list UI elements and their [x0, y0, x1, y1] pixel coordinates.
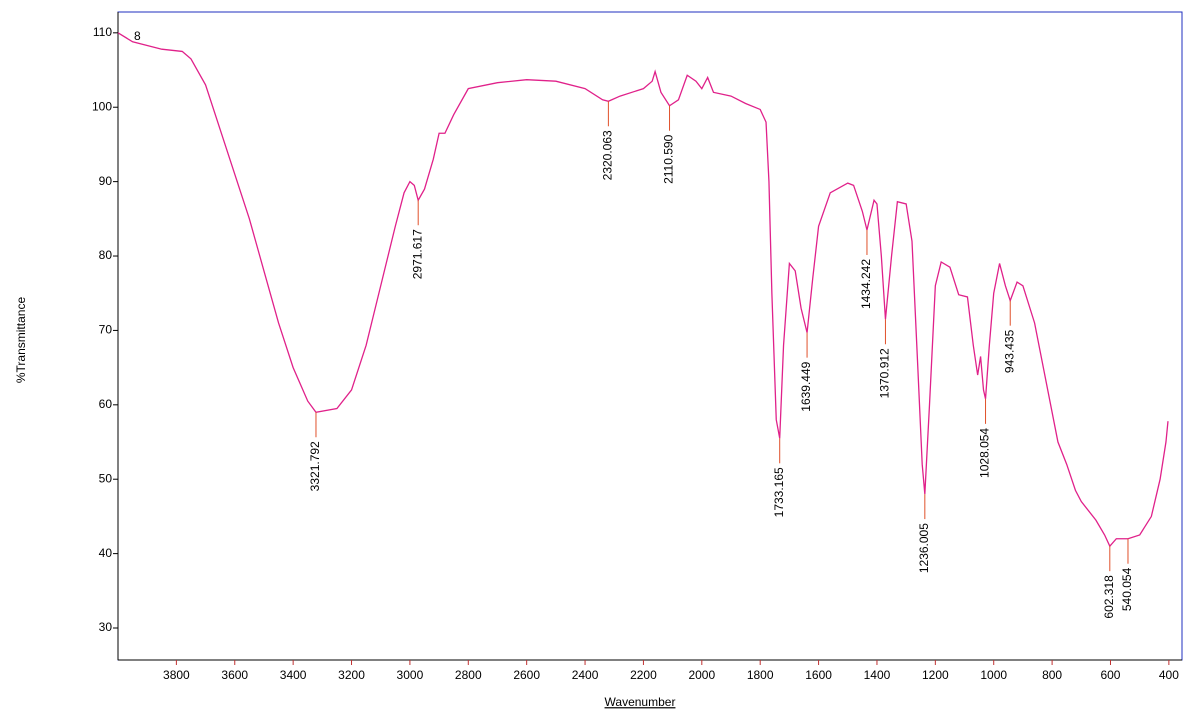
y-tick-label: 30: [99, 620, 113, 634]
x-tick-label: 1000: [980, 668, 1007, 682]
x-tick-label: 2800: [455, 668, 482, 682]
x-tick-label: 3800: [163, 668, 190, 682]
x-tick-label: 2400: [572, 668, 599, 682]
x-tick-label: 3400: [280, 668, 307, 682]
y-tick-label: 50: [99, 471, 113, 485]
peak-label: 1434.242: [859, 259, 873, 309]
peak-label: 2110.590: [662, 134, 676, 183]
peak-label: 1028.054: [978, 428, 992, 478]
x-tick-label: 1800: [747, 668, 774, 682]
x-tick-label: 1400: [864, 668, 891, 682]
peak-label: 540.054: [1120, 567, 1134, 611]
y-tick-label: 70: [99, 323, 113, 337]
peak-label: 1733.165: [772, 467, 786, 517]
y-tick-label: 100: [92, 99, 112, 113]
peak-label: 1370.912: [878, 348, 892, 398]
x-tick-label: 3000: [397, 668, 424, 682]
spectrum-line: [117, 32, 1169, 548]
y-tick-label: 80: [99, 248, 113, 262]
y-tick-label: 90: [99, 174, 113, 188]
x-tick-label: 600: [1100, 668, 1120, 682]
peak-label: 943.435: [1002, 329, 1016, 373]
x-tick-label: 2000: [688, 668, 715, 682]
x-tick-label: 1200: [922, 668, 949, 682]
y-axis-label: %Transmittance: [14, 297, 28, 384]
series-label: 8: [134, 29, 141, 43]
peak-label: 602.318: [1102, 575, 1116, 619]
plot-frame: [117, 11, 1183, 661]
y-tick-label: 60: [99, 397, 113, 411]
y-tick-label: 40: [99, 546, 113, 560]
x-tick-label: 400: [1159, 668, 1179, 682]
x-tick-label: 1600: [805, 668, 832, 682]
x-tick-label: 2200: [630, 668, 657, 682]
peak-label: 2320.063: [601, 130, 615, 180]
x-axis-label: Wavenumber: [605, 695, 676, 709]
x-tick-label: 3600: [221, 668, 248, 682]
x-tick-label: 3200: [338, 668, 365, 682]
x-tick-label: 2600: [513, 668, 540, 682]
peak-label: 2971.617: [410, 229, 424, 279]
y-tick-label: 110: [93, 25, 112, 39]
x-tick-label: 800: [1042, 668, 1062, 682]
peak-label: 1236.005: [917, 523, 931, 573]
peak-label: 1639.449: [799, 361, 813, 411]
peak-label: 3321.792: [308, 441, 322, 491]
